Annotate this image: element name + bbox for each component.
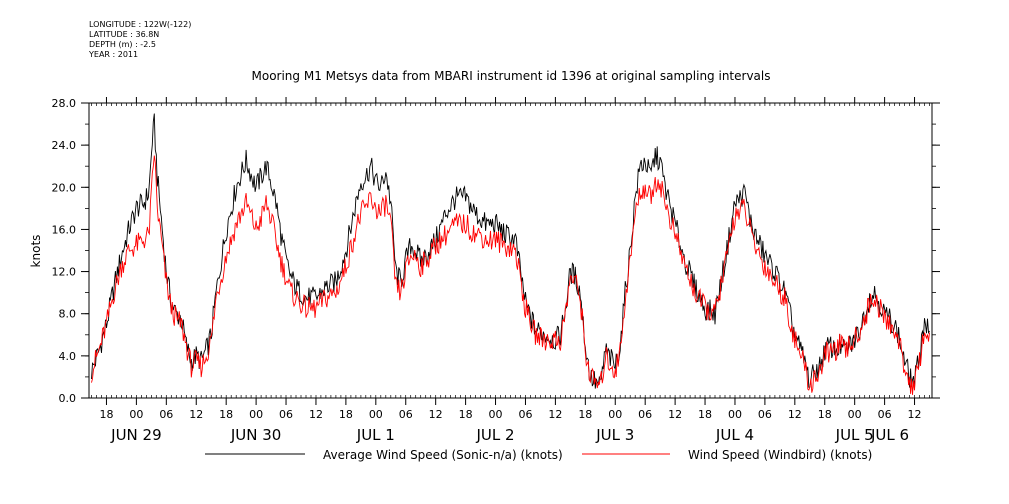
- x-tick-label: 12: [548, 408, 562, 421]
- y-tick-label: 8.0: [59, 308, 77, 321]
- x-tick-label: 00: [369, 408, 383, 421]
- legend-label: Wind Speed (Windbird) (knots): [688, 448, 872, 462]
- x-tick-label: 18: [339, 408, 353, 421]
- y-tick-label: 20.0: [52, 181, 77, 194]
- x-tick-label: 06: [638, 408, 652, 421]
- date-label: JUN 29: [110, 426, 161, 444]
- x-tick-label: 06: [279, 408, 293, 421]
- date-label: JUL 1: [356, 426, 395, 444]
- longitude-text: LONGITUDE : 122W(-122): [89, 20, 192, 29]
- station-metadata: LONGITUDE : 122W(-122) LATITUDE : 36.8N …: [89, 20, 191, 60]
- x-tick-label: 06: [878, 408, 892, 421]
- x-tick-label: 00: [608, 408, 622, 421]
- date-label: JUL 4: [715, 426, 754, 444]
- x-tick-label: 18: [99, 408, 113, 421]
- legend-label: Average Wind Speed (Sonic-n/a) (knots): [323, 448, 563, 462]
- sonic-wind-line: [91, 113, 930, 390]
- x-tick-label: 12: [668, 408, 682, 421]
- y-tick-label: 16.0: [52, 223, 77, 236]
- x-tick-label: 06: [159, 408, 173, 421]
- x-tick-label: 00: [848, 408, 862, 421]
- windbird-wind-line: [91, 155, 930, 395]
- y-tick-label: 24.0: [52, 139, 77, 152]
- date-label: JUL 5: [835, 426, 874, 444]
- x-tick-label: 12: [429, 408, 443, 421]
- x-tick-label: 06: [758, 408, 772, 421]
- x-tick-label: 12: [309, 408, 323, 421]
- x-tick-label: 12: [908, 408, 922, 421]
- date-label: JUN 30: [230, 426, 281, 444]
- y-tick-label: 28.0: [52, 97, 77, 110]
- date-label: JUL 2: [475, 426, 514, 444]
- x-tick-label: 00: [728, 408, 742, 421]
- x-tick-label: 12: [788, 408, 802, 421]
- date-label: JUL 6: [870, 426, 909, 444]
- x-tick-label: 12: [189, 408, 203, 421]
- date-label: JUL 3: [595, 426, 634, 444]
- y-axis-label: knots: [29, 235, 43, 268]
- y-tick-label: 12.0: [52, 266, 77, 279]
- x-tick-label: 18: [578, 408, 592, 421]
- x-tick-label: 00: [129, 408, 143, 421]
- plot-area: 0.0 4.0 8.0 12.0 16.0 20.0 24.0 28.0 18 00 06 12 18 0…: [52, 97, 940, 462]
- chart-title: Mooring M1 Metsys data from MBARI instru…: [252, 69, 771, 83]
- x-tick-label: 18: [459, 408, 473, 421]
- plot-frame: [88, 102, 933, 399]
- x-tick-label: 00: [249, 408, 263, 421]
- x-tick-label: 18: [818, 408, 832, 421]
- latitude-text: LATITUDE : 36.8N: [89, 30, 160, 39]
- x-tick-label: 06: [518, 408, 532, 421]
- depth-text: DEPTH (m) : -2.5: [89, 40, 156, 49]
- x-tick-label: 00: [489, 408, 503, 421]
- y-tick-label: 0.0: [59, 392, 77, 405]
- x-tick-label: 18: [698, 408, 712, 421]
- x-tick-label: 06: [399, 408, 413, 421]
- y-tick-label: 4.0: [59, 350, 77, 363]
- year-text: YEAR : 2011: [89, 50, 139, 59]
- x-tick-label: 18: [219, 408, 233, 421]
